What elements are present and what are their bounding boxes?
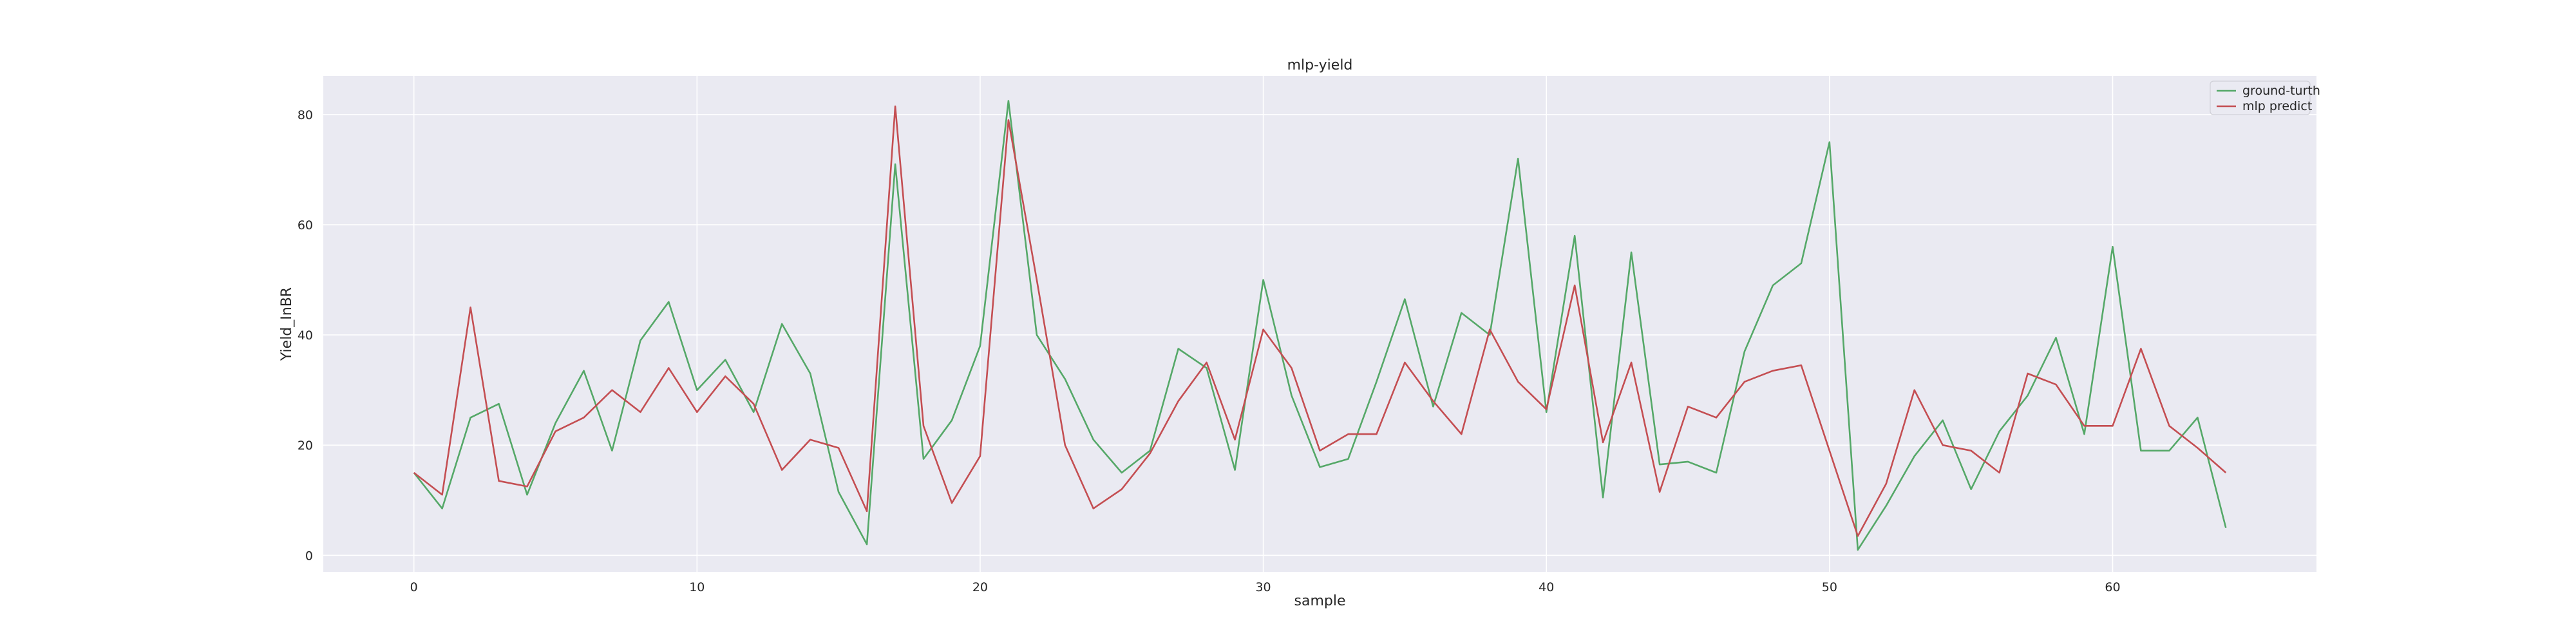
legend-label: ground-turth — [2242, 84, 2320, 98]
x-tick-label: 30 — [1255, 580, 1271, 594]
y-tick-label: 80 — [298, 108, 313, 122]
x-axis-label: sample — [1294, 593, 1346, 609]
series-line-ground-turth — [413, 100, 2227, 551]
y-tick-label: 40 — [298, 328, 313, 343]
y-tick-label: 0 — [305, 549, 313, 563]
grid — [323, 76, 2316, 572]
y-axis-label: Yield_InBR — [279, 287, 295, 361]
y-tick-label: 20 — [298, 439, 313, 453]
x-tick-label: 40 — [1539, 580, 1554, 594]
legend-label: mlp predict — [2242, 99, 2312, 113]
x-tick-label: 0 — [410, 580, 418, 594]
tick-labels: 0 10 20 30 40 50 60 0 20 40 60 80 — [298, 108, 2121, 594]
x-tick-label: 60 — [2105, 580, 2120, 594]
series-lines — [413, 100, 2227, 551]
x-tick-label: 20 — [972, 580, 988, 594]
x-tick-label: 10 — [689, 580, 705, 594]
series-line-mlp-predict — [413, 105, 2227, 537]
x-tick-label: 50 — [1822, 580, 1837, 594]
chart-title: mlp-yield — [1287, 57, 1353, 73]
y-tick-label: 60 — [298, 218, 313, 232]
plot-background — [323, 76, 2316, 572]
